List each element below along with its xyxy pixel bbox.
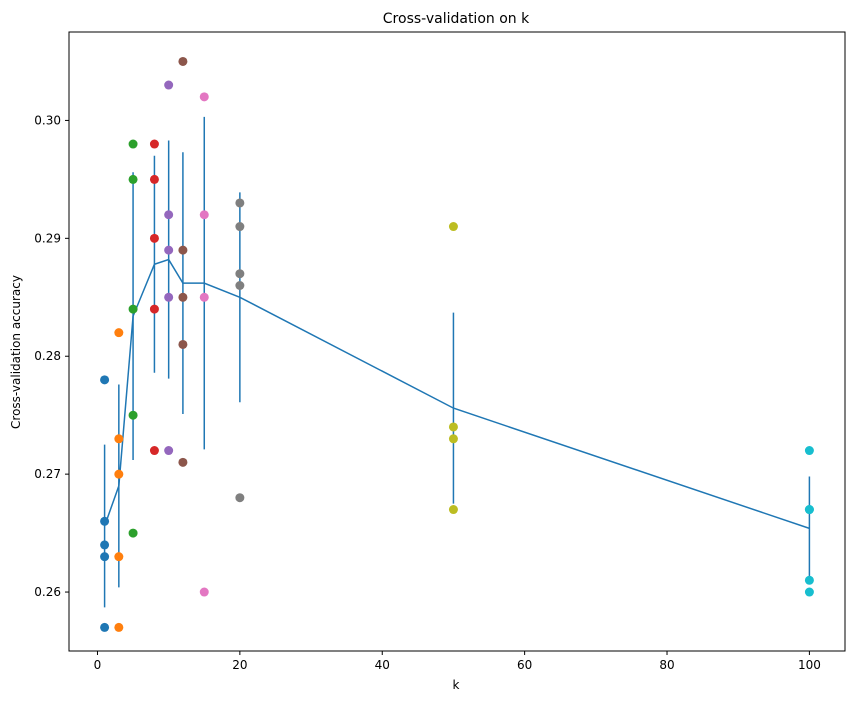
x-axis-ticks: 0 20 40 60 80 100 [94,651,821,672]
data-point [178,245,188,255]
scatter-points-group [100,56,814,632]
data-point [100,622,110,632]
data-point [114,552,124,562]
data-point [149,446,159,456]
data-point [448,222,458,232]
data-point [178,292,188,302]
errorbar-group [103,116,811,608]
chart-title: Cross-validation on k [383,11,530,27]
data-point [178,339,188,349]
data-point [149,174,159,184]
data-point [128,528,138,538]
data-point [804,587,814,597]
data-point [149,139,159,149]
data-point [114,469,124,479]
y-tick-label: 0.30 [34,113,61,127]
y-axis-ticks: 0.26 0.27 0.28 0.29 0.30 [34,113,69,599]
data-point [804,446,814,456]
data-point [448,505,458,515]
data-point [149,233,159,243]
axes-frame [68,31,846,652]
data-point [149,304,159,314]
data-point [235,198,245,208]
x-tick-label: 60 [517,658,532,672]
x-tick-label: 80 [659,658,674,672]
data-point [235,280,245,290]
data-point [178,56,188,66]
data-point [448,434,458,444]
data-point [235,222,245,232]
data-point [164,210,174,220]
x-axis-label: k [453,678,460,692]
y-tick-label: 0.28 [34,349,61,363]
x-tick-label: 20 [232,658,247,672]
y-tick-label: 0.27 [34,467,61,481]
data-point [100,540,110,550]
data-point [804,575,814,585]
data-point [128,304,138,314]
data-point [164,292,174,302]
data-point [178,457,188,467]
data-point [199,292,209,302]
data-point [100,552,110,562]
y-axis-label: Cross-validation accuracy [9,275,23,429]
x-tick-label: 0 [94,658,102,672]
data-point [114,622,124,632]
data-point [164,245,174,255]
data-point [199,210,209,220]
data-point [128,410,138,420]
data-point [448,422,458,432]
data-point [114,328,124,338]
data-point [199,92,209,102]
data-point [128,174,138,184]
mean-accuracy-line [103,258,810,530]
data-point [114,434,124,444]
data-point [235,493,245,503]
data-point [128,139,138,149]
data-point [164,446,174,456]
data-point [235,269,245,279]
data-point [164,80,174,90]
plot-area [100,56,814,632]
data-point [199,587,209,597]
data-point [100,516,110,526]
x-tick-label: 40 [375,658,390,672]
y-tick-label: 0.29 [34,231,61,245]
data-point [100,375,110,385]
y-tick-label: 0.26 [34,585,61,599]
x-tick-label: 100 [798,658,821,672]
data-point [804,505,814,515]
